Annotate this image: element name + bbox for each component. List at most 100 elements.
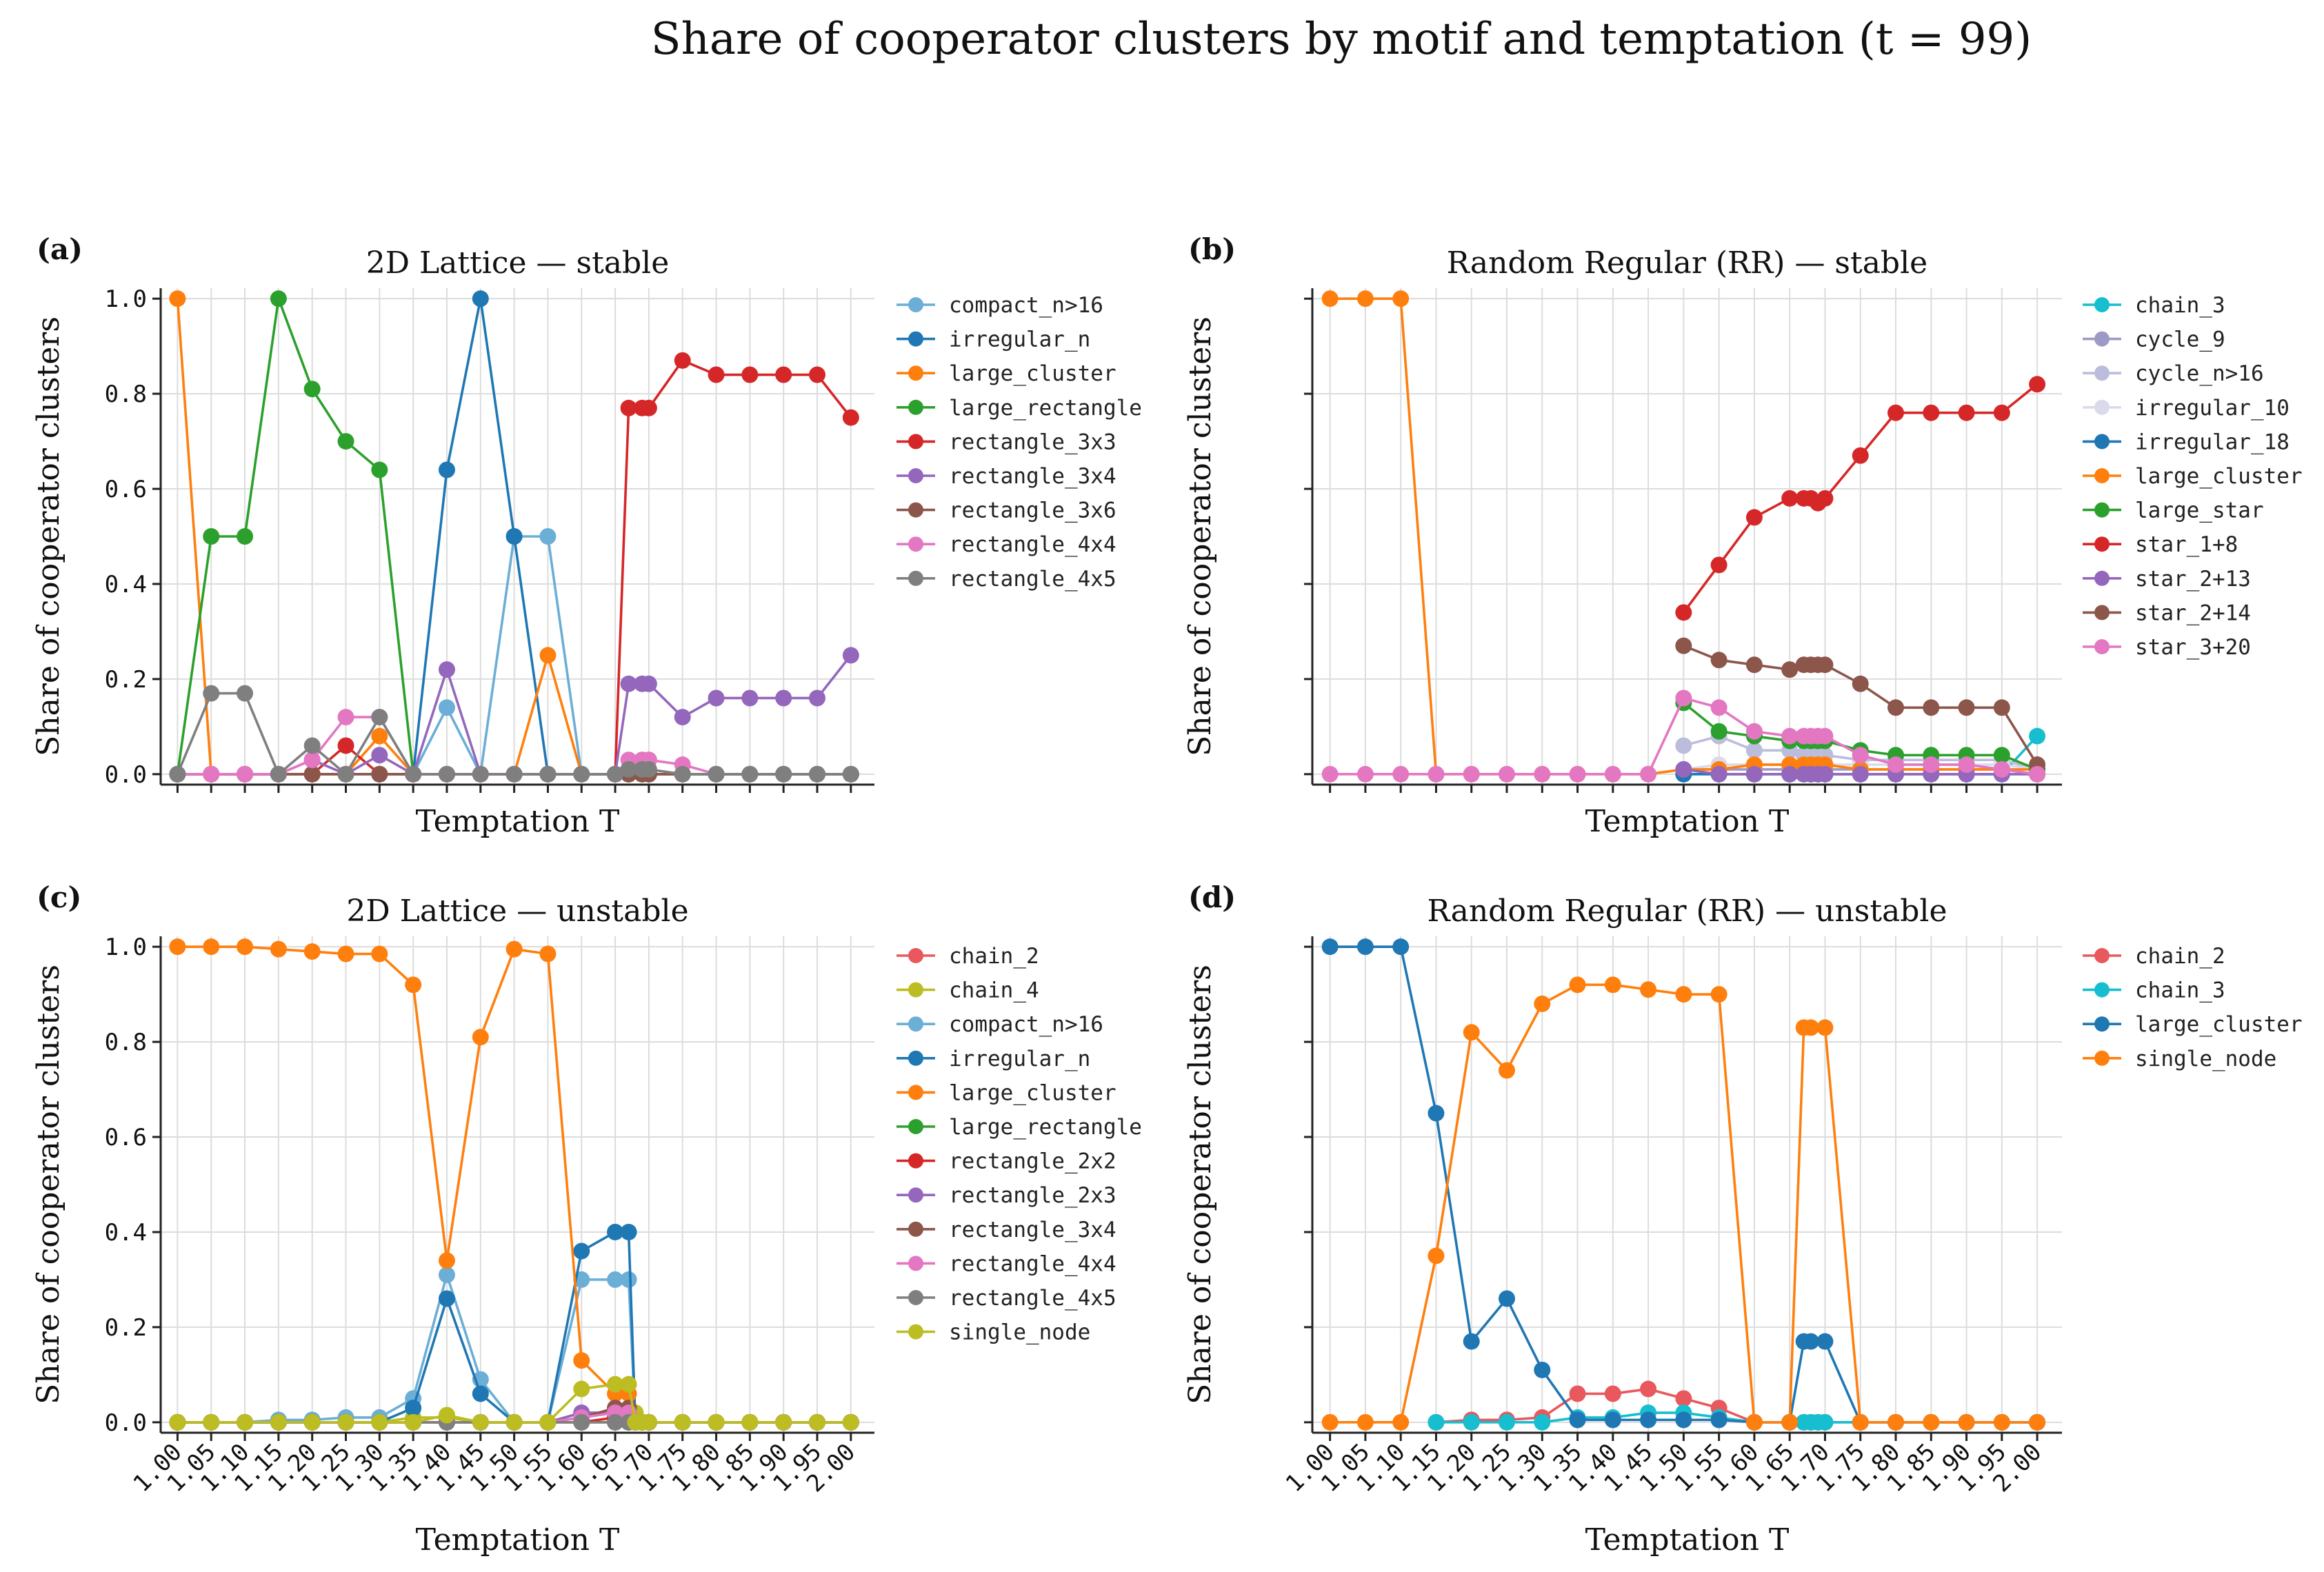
legend-item: irregular_n bbox=[896, 328, 1090, 352]
data-point bbox=[1640, 1380, 1657, 1398]
data-point bbox=[1675, 1411, 1692, 1429]
data-point bbox=[1675, 689, 1692, 707]
legend-swatch-marker bbox=[908, 297, 923, 312]
legend-item: cycle_n>16 bbox=[2083, 361, 2264, 386]
data-point bbox=[1816, 727, 1834, 745]
data-point bbox=[1392, 290, 1410, 308]
panel-title: 2D Lattice — unstable bbox=[346, 894, 688, 929]
data-point bbox=[371, 1413, 388, 1431]
panel-label: (a) bbox=[37, 232, 83, 266]
data-point bbox=[472, 1029, 489, 1046]
data-point bbox=[1958, 699, 1975, 716]
y-axis-label: Share of cooperator clusters bbox=[31, 316, 66, 756]
data-point bbox=[1993, 1413, 2010, 1431]
x-axis-label: Temptation T bbox=[416, 804, 620, 839]
data-point bbox=[674, 765, 691, 783]
panels: 0.0 0.2 0.4 0.6 0.8 1.0 2D Lattice — stable (a)… bbox=[31, 232, 2303, 1558]
data-point bbox=[1781, 661, 1799, 678]
data-point bbox=[539, 945, 557, 963]
y-tick-label: 0.2 bbox=[105, 1314, 147, 1342]
data-point bbox=[1816, 490, 1834, 507]
data-point bbox=[505, 940, 523, 958]
data-point bbox=[1499, 765, 1516, 783]
data-point bbox=[1356, 938, 1374, 956]
y-tick-label: 0.6 bbox=[105, 476, 147, 503]
data-point bbox=[203, 1413, 220, 1431]
data-point bbox=[775, 689, 792, 707]
data-point bbox=[505, 1413, 523, 1431]
data-point bbox=[809, 1413, 826, 1431]
data-point bbox=[1428, 1105, 1445, 1122]
data-point bbox=[1852, 675, 1869, 692]
legend-label: rectangle_4x4 bbox=[949, 1251, 1116, 1276]
y-tick-label: 0.2 bbox=[105, 666, 147, 694]
data-point bbox=[842, 409, 859, 426]
data-point bbox=[1640, 981, 1657, 998]
legend-label: rectangle_3x6 bbox=[949, 498, 1116, 523]
data-point bbox=[1463, 1413, 1480, 1431]
legend-label: rectangle_2x3 bbox=[949, 1183, 1116, 1208]
data-point bbox=[337, 765, 354, 783]
legend-label: rectangle_3x4 bbox=[949, 1218, 1116, 1242]
data-point bbox=[1675, 1390, 1692, 1407]
series-group bbox=[1321, 290, 2046, 783]
legend-swatch-marker bbox=[2094, 1050, 2110, 1066]
data-point bbox=[620, 1271, 637, 1288]
data-point bbox=[1499, 1413, 1516, 1431]
legend-item: single_node bbox=[2083, 1047, 2276, 1071]
data-point bbox=[438, 461, 455, 478]
data-point bbox=[640, 1413, 657, 1431]
data-point bbox=[1816, 656, 1834, 674]
legend-item: large_star bbox=[2083, 498, 2264, 523]
data-point bbox=[1802, 1333, 1819, 1350]
legend-swatch-marker bbox=[2094, 365, 2110, 381]
data-point bbox=[472, 1413, 489, 1431]
legend: compact_n>16 irregular_n large_clusterlarg… bbox=[896, 293, 1142, 592]
data-point bbox=[1710, 556, 1727, 574]
data-point bbox=[1745, 765, 1763, 783]
data-point bbox=[203, 938, 220, 956]
data-point bbox=[809, 689, 826, 707]
data-point bbox=[371, 727, 388, 745]
data-point bbox=[1958, 756, 1975, 774]
legend-label: irregular_n bbox=[949, 328, 1090, 352]
y-tick-label: 0.4 bbox=[105, 1219, 147, 1247]
legend-swatch-marker bbox=[908, 1016, 923, 1032]
data-point bbox=[1781, 1413, 1799, 1431]
data-point bbox=[169, 290, 186, 308]
data-point bbox=[337, 737, 354, 754]
data-point bbox=[472, 290, 489, 308]
data-point bbox=[1887, 404, 1905, 421]
data-point bbox=[775, 1413, 792, 1431]
legend-swatch-marker bbox=[908, 1221, 923, 1237]
data-point bbox=[371, 709, 388, 726]
legend-label: chain_2 bbox=[2135, 944, 2225, 969]
data-point bbox=[1887, 1413, 1905, 1431]
legend-swatch-marker bbox=[2094, 605, 2110, 621]
legend-label: large_star bbox=[2135, 498, 2264, 523]
data-point bbox=[1781, 490, 1799, 507]
legend-swatch-marker bbox=[2094, 331, 2110, 347]
grid bbox=[1312, 936, 2062, 1433]
data-point bbox=[1534, 995, 1551, 1012]
data-point bbox=[1993, 747, 2010, 764]
legend-swatch-marker bbox=[2094, 639, 2110, 654]
data-point bbox=[337, 1413, 354, 1431]
legend: chain_2 chain_4 compact_n>16 irregular_nlar… bbox=[896, 944, 1142, 1345]
data-point bbox=[1569, 976, 1586, 994]
panel-title: 2D Lattice — stable bbox=[366, 245, 670, 281]
data-point bbox=[573, 1352, 590, 1369]
data-point bbox=[1675, 737, 1692, 754]
legend-item: large_cluster bbox=[896, 1080, 1116, 1105]
data-point bbox=[640, 399, 657, 416]
data-point bbox=[1993, 760, 2010, 778]
legend-item: rectangle_2x3 bbox=[896, 1183, 1116, 1208]
legend-swatch-marker bbox=[908, 434, 923, 450]
legend-label: single_node bbox=[949, 1320, 1090, 1345]
data-point bbox=[303, 1413, 321, 1431]
data-point bbox=[303, 765, 321, 783]
data-point bbox=[573, 1380, 590, 1398]
legend-label: star_2+13 bbox=[2135, 567, 2251, 592]
legend-swatch-marker bbox=[908, 1187, 923, 1203]
